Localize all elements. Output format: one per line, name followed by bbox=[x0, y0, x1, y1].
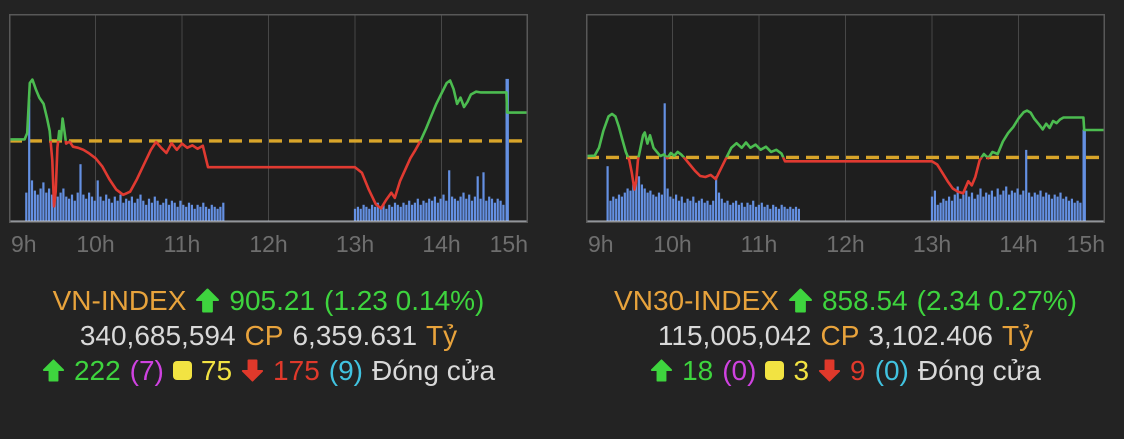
price-volume-chart bbox=[9, 14, 528, 223]
turnover-value: 3,102.406 bbox=[868, 319, 993, 351]
chart-border bbox=[9, 14, 528, 223]
volume-bars bbox=[606, 103, 1086, 221]
x-axis-tick: 12h bbox=[826, 231, 865, 257]
x-axis-tick: 11h bbox=[163, 231, 201, 257]
unchanged-count: 75 bbox=[200, 354, 233, 386]
volume-row: 115,005,042 CP 3,102.406 Tỷ bbox=[586, 318, 1105, 353]
turnover-unit-label: Tỷ bbox=[1002, 319, 1034, 351]
price-line-below-reference bbox=[49, 140, 422, 210]
index-name: VN30-INDEX bbox=[614, 284, 779, 316]
decliners-down-arrow-icon bbox=[818, 359, 841, 382]
price-volume-chart bbox=[586, 14, 1105, 223]
unchanged-square-icon bbox=[765, 361, 785, 380]
shares-unit-label: CP bbox=[820, 319, 860, 351]
breadth-row: 222 (7) 75 175 (9) Đóng cửa bbox=[9, 353, 528, 388]
price-line-above-reference bbox=[586, 109, 1105, 158]
index-value: 858.54 bbox=[821, 284, 908, 316]
x-axis-tick: 14h bbox=[422, 231, 461, 257]
decliners-count: 9 bbox=[850, 354, 866, 386]
shares-unit-label: CP bbox=[244, 319, 284, 351]
x-axis-tick: 10h bbox=[653, 231, 692, 257]
shares-traded: 115,005,042 bbox=[657, 319, 812, 351]
decliners-down-arrow-icon bbox=[241, 359, 264, 382]
chart-border bbox=[586, 14, 1105, 223]
shares-traded: 340,685,594 bbox=[79, 319, 236, 351]
index-change: (2.34 0.27%) bbox=[916, 284, 1077, 316]
decliners-count: 175 bbox=[273, 354, 320, 386]
up-arrow-icon bbox=[196, 288, 220, 313]
x-axis-tick: 15h bbox=[1066, 231, 1105, 257]
breadth-row: 18 (0) 3 9 (0) Đóng cửa bbox=[586, 353, 1105, 388]
advancers-up-arrow-icon bbox=[650, 359, 673, 382]
x-axis-tick: 10h bbox=[76, 231, 115, 257]
panel-vn30-index: 9h 10h 11h 12h 13h 14h 15h VN30-INDEX 858.54 (… bbox=[562, 0, 1124, 439]
x-axis-tick: 14h bbox=[999, 231, 1038, 257]
floor-count: (9) bbox=[328, 354, 363, 386]
x-axis-tick: 15h bbox=[489, 231, 528, 257]
x-axis-tick: 11h bbox=[740, 231, 778, 257]
vn30-index-summary: VN30-INDEX 858.54 (2.34 0.27%) 115,005,0… bbox=[586, 283, 1105, 388]
advancers-count: 18 bbox=[682, 354, 714, 386]
index-headline-row: VN30-INDEX 858.54 (2.34 0.27%) bbox=[586, 283, 1105, 318]
x-axis-tick: 9h bbox=[588, 231, 614, 257]
advancers-count: 222 bbox=[73, 354, 121, 386]
unchanged-count: 3 bbox=[793, 354, 810, 386]
index-headline-row: VN-INDEX 905.21 (1.23 0.14%) bbox=[9, 283, 528, 318]
index-name: VN-INDEX bbox=[52, 284, 187, 316]
turnover-unit-label: Tỷ bbox=[426, 319, 458, 351]
advancers-up-arrow-icon bbox=[42, 359, 65, 382]
session-status: Đóng cửa bbox=[372, 354, 496, 386]
x-axis: 9h 10h 11h 12h 13h 14h 15h bbox=[9, 227, 528, 259]
index-value: 905.21 bbox=[229, 284, 316, 316]
vn30-index-chart-area[interactable] bbox=[586, 14, 1105, 223]
price-line-below-reference bbox=[586, 157, 991, 195]
x-axis-tick: 9h bbox=[11, 231, 37, 257]
price-line-above-reference bbox=[9, 78, 528, 141]
panel-vn-index: 9h 10h 11h 12h 13h 14h 15h VN-INDEX 905.21 (1.… bbox=[9, 14, 528, 388]
x-axis: 9h 10h 11h 12h 13h 14h 15h bbox=[586, 227, 1105, 259]
volume-row: 340,685,594 CP 6,359.631 Tỷ bbox=[9, 318, 528, 353]
vn-index-summary: VN-INDEX 905.21 (1.23 0.14%) 340,685,594… bbox=[9, 283, 528, 388]
grid-lines bbox=[95, 14, 442, 223]
x-axis-tick: 13h bbox=[912, 231, 952, 257]
turnover-value: 6,359.631 bbox=[292, 319, 418, 351]
ceiling-count: (0) bbox=[722, 354, 757, 386]
up-arrow-icon bbox=[788, 288, 812, 313]
unchanged-square-icon bbox=[172, 361, 192, 380]
floor-count: (0) bbox=[874, 354, 909, 386]
volume-bars bbox=[25, 78, 509, 222]
x-axis-tick: 12h bbox=[249, 231, 288, 257]
ceiling-count: (7) bbox=[129, 354, 164, 386]
session-status: Đóng cửa bbox=[917, 354, 1041, 386]
vn-index-chart-area[interactable] bbox=[9, 14, 528, 223]
x-axis-tick: 13h bbox=[335, 231, 375, 257]
index-change: (1.23 0.14%) bbox=[324, 284, 485, 316]
